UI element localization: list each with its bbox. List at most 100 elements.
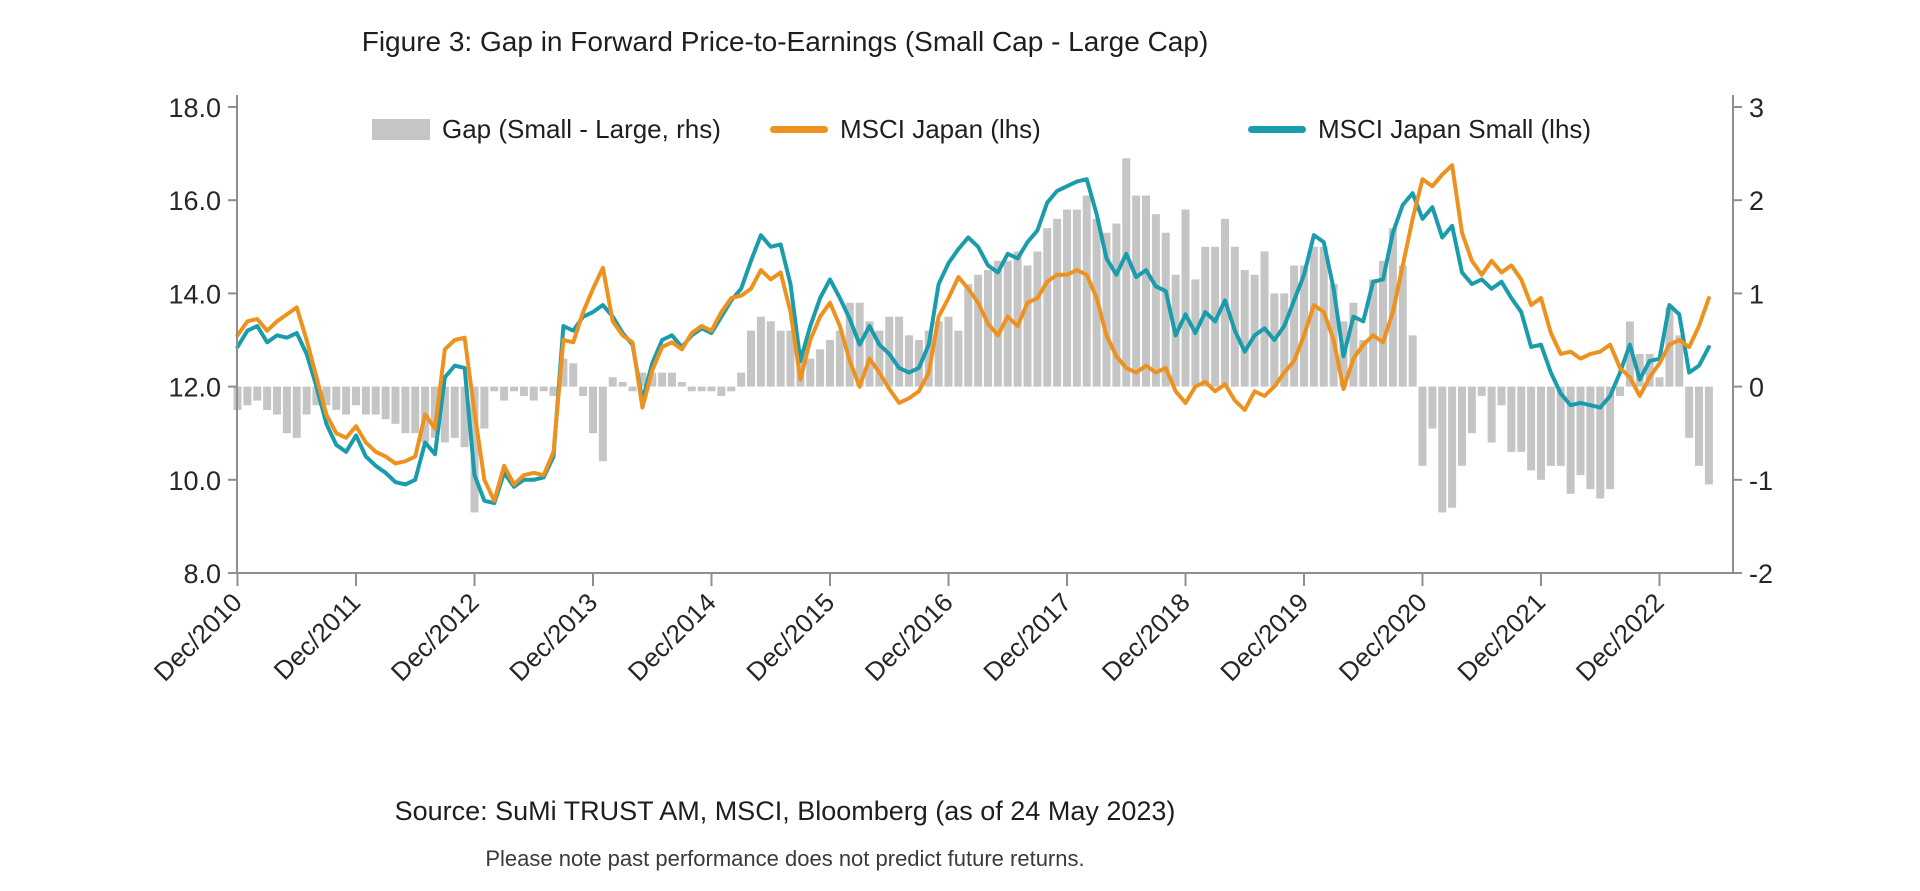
gap-bar	[1497, 386, 1506, 406]
gap-bar	[964, 284, 973, 387]
chart-title: Figure 3: Gap in Forward Price-to-Earnin…	[361, 26, 1209, 57]
gap-bar	[1507, 386, 1516, 452]
gap-bar	[1033, 251, 1042, 387]
gap-bar	[1053, 218, 1062, 387]
left-axis-tick-label: 18.0	[168, 93, 221, 123]
right-axis-tick-label: 1	[1749, 279, 1764, 309]
gap-bar	[1300, 265, 1308, 387]
gap-bar	[352, 386, 360, 406]
gap-bar	[401, 386, 410, 434]
gap-bar	[1537, 386, 1545, 480]
x-axis-tick-label: Dec/2020	[1333, 587, 1433, 687]
gap-bar	[569, 363, 578, 387]
gap-bar	[1477, 386, 1486, 396]
gap-bar	[1082, 195, 1091, 387]
gap-bar	[1448, 386, 1457, 508]
orange-line-swatch-icon	[770, 125, 828, 133]
gap-bar	[1645, 353, 1654, 387]
left-axis-tick-label: 8.0	[183, 559, 221, 589]
gap-bar	[460, 386, 469, 448]
gap-bar	[845, 302, 854, 387]
gap-bar	[1625, 321, 1634, 387]
legend-label-gap: Gap (Small - Large, rhs)	[442, 113, 721, 144]
gap-bar	[924, 330, 933, 387]
gap-bar	[1606, 386, 1615, 490]
gap-bar	[658, 372, 667, 387]
gap-bar	[1349, 302, 1358, 387]
x-axis-tick-label: Dec/2013	[503, 587, 603, 687]
gap-bar	[737, 372, 746, 387]
gap-bar	[1704, 386, 1713, 485]
gap-bar	[282, 386, 291, 434]
gap-bar	[944, 316, 953, 387]
gap-bar-swatch-icon	[372, 118, 430, 140]
chart-legend: Gap (Small - Large, rhs) MSCI Japan (lhs…	[0, 112, 1920, 146]
right-axis-tick-label: 2	[1749, 186, 1764, 216]
gap-bar	[1290, 265, 1299, 387]
gap-bar	[440, 386, 449, 443]
left-axis-tick-label: 10.0	[168, 466, 221, 496]
gap-bar	[1072, 209, 1081, 387]
gap-bar	[895, 316, 904, 387]
gap-bars-series	[233, 158, 1713, 513]
gap-bar	[411, 386, 420, 434]
left-axis-tick-label: 14.0	[168, 279, 221, 309]
gap-bar	[1428, 386, 1437, 429]
gap-bar	[1685, 386, 1694, 438]
gap-bar	[1566, 386, 1575, 494]
gap-bar	[549, 386, 558, 396]
gap-bar	[1250, 274, 1259, 387]
gap-bar	[984, 270, 992, 387]
gap-bar	[1122, 158, 1131, 387]
gap-bar	[450, 386, 459, 438]
gap-bar	[529, 386, 538, 401]
gap-bar	[381, 386, 390, 420]
gap-bar	[826, 340, 834, 387]
gap-bar	[371, 386, 380, 415]
gap-bar	[1527, 386, 1536, 471]
x-axis-tick-label: Dec/2019	[1214, 587, 1314, 687]
msci-japan-line	[235, 163, 1711, 503]
gap-bar	[312, 386, 321, 406]
legend-label-msci-japan: MSCI Japan (lhs)	[840, 113, 1041, 144]
gap-bar	[480, 386, 489, 429]
gap-bar	[687, 386, 696, 392]
gap-bar	[519, 386, 528, 396]
gap-bar	[776, 330, 785, 387]
gap-bar	[1142, 195, 1150, 387]
gap-bar	[273, 386, 281, 415]
gap-bar	[302, 386, 311, 415]
gap-bar	[292, 386, 301, 438]
gap-bar	[1112, 223, 1121, 387]
disclaimer-note: Please note past performance does not pr…	[485, 846, 1085, 871]
gap-bar	[1616, 386, 1624, 396]
gap-bar	[263, 386, 272, 410]
gap-bar	[579, 386, 588, 396]
gap-bar	[1635, 353, 1644, 387]
gap-bar	[1379, 260, 1387, 387]
gap-bar	[1102, 232, 1111, 387]
right-axis-tick-label: -2	[1749, 559, 1773, 589]
gap-bar	[342, 386, 351, 415]
gap-bar	[954, 330, 963, 387]
gap-bar	[559, 358, 568, 387]
x-axis-tick-label: Dec/2010	[148, 587, 248, 687]
gap-bar	[470, 386, 479, 513]
gap-bar	[608, 377, 617, 387]
gap-bar	[500, 386, 509, 401]
gap-bar	[391, 386, 400, 424]
legend-item-msci-japan-small: MSCI Japan Small (lhs)	[1248, 112, 1591, 146]
legend-label-msci-japan-small: MSCI Japan Small (lhs)	[1318, 113, 1592, 144]
gap-bar	[628, 386, 637, 392]
x-axis-tick-label: Dec/2018	[1096, 587, 1196, 687]
legend-item-gap: Gap (Small - Large, rhs)	[372, 112, 721, 146]
gap-bar	[1161, 232, 1170, 387]
gap-bar	[1003, 260, 1012, 387]
gap-bar	[1546, 386, 1555, 466]
legend-item-msci-japan: MSCI Japan (lhs)	[770, 112, 1041, 146]
gap-bar	[1517, 386, 1526, 452]
gap-bar	[1596, 386, 1605, 499]
x-axis-tick-label: Dec/2016	[859, 587, 959, 687]
gap-bar	[993, 260, 1002, 387]
